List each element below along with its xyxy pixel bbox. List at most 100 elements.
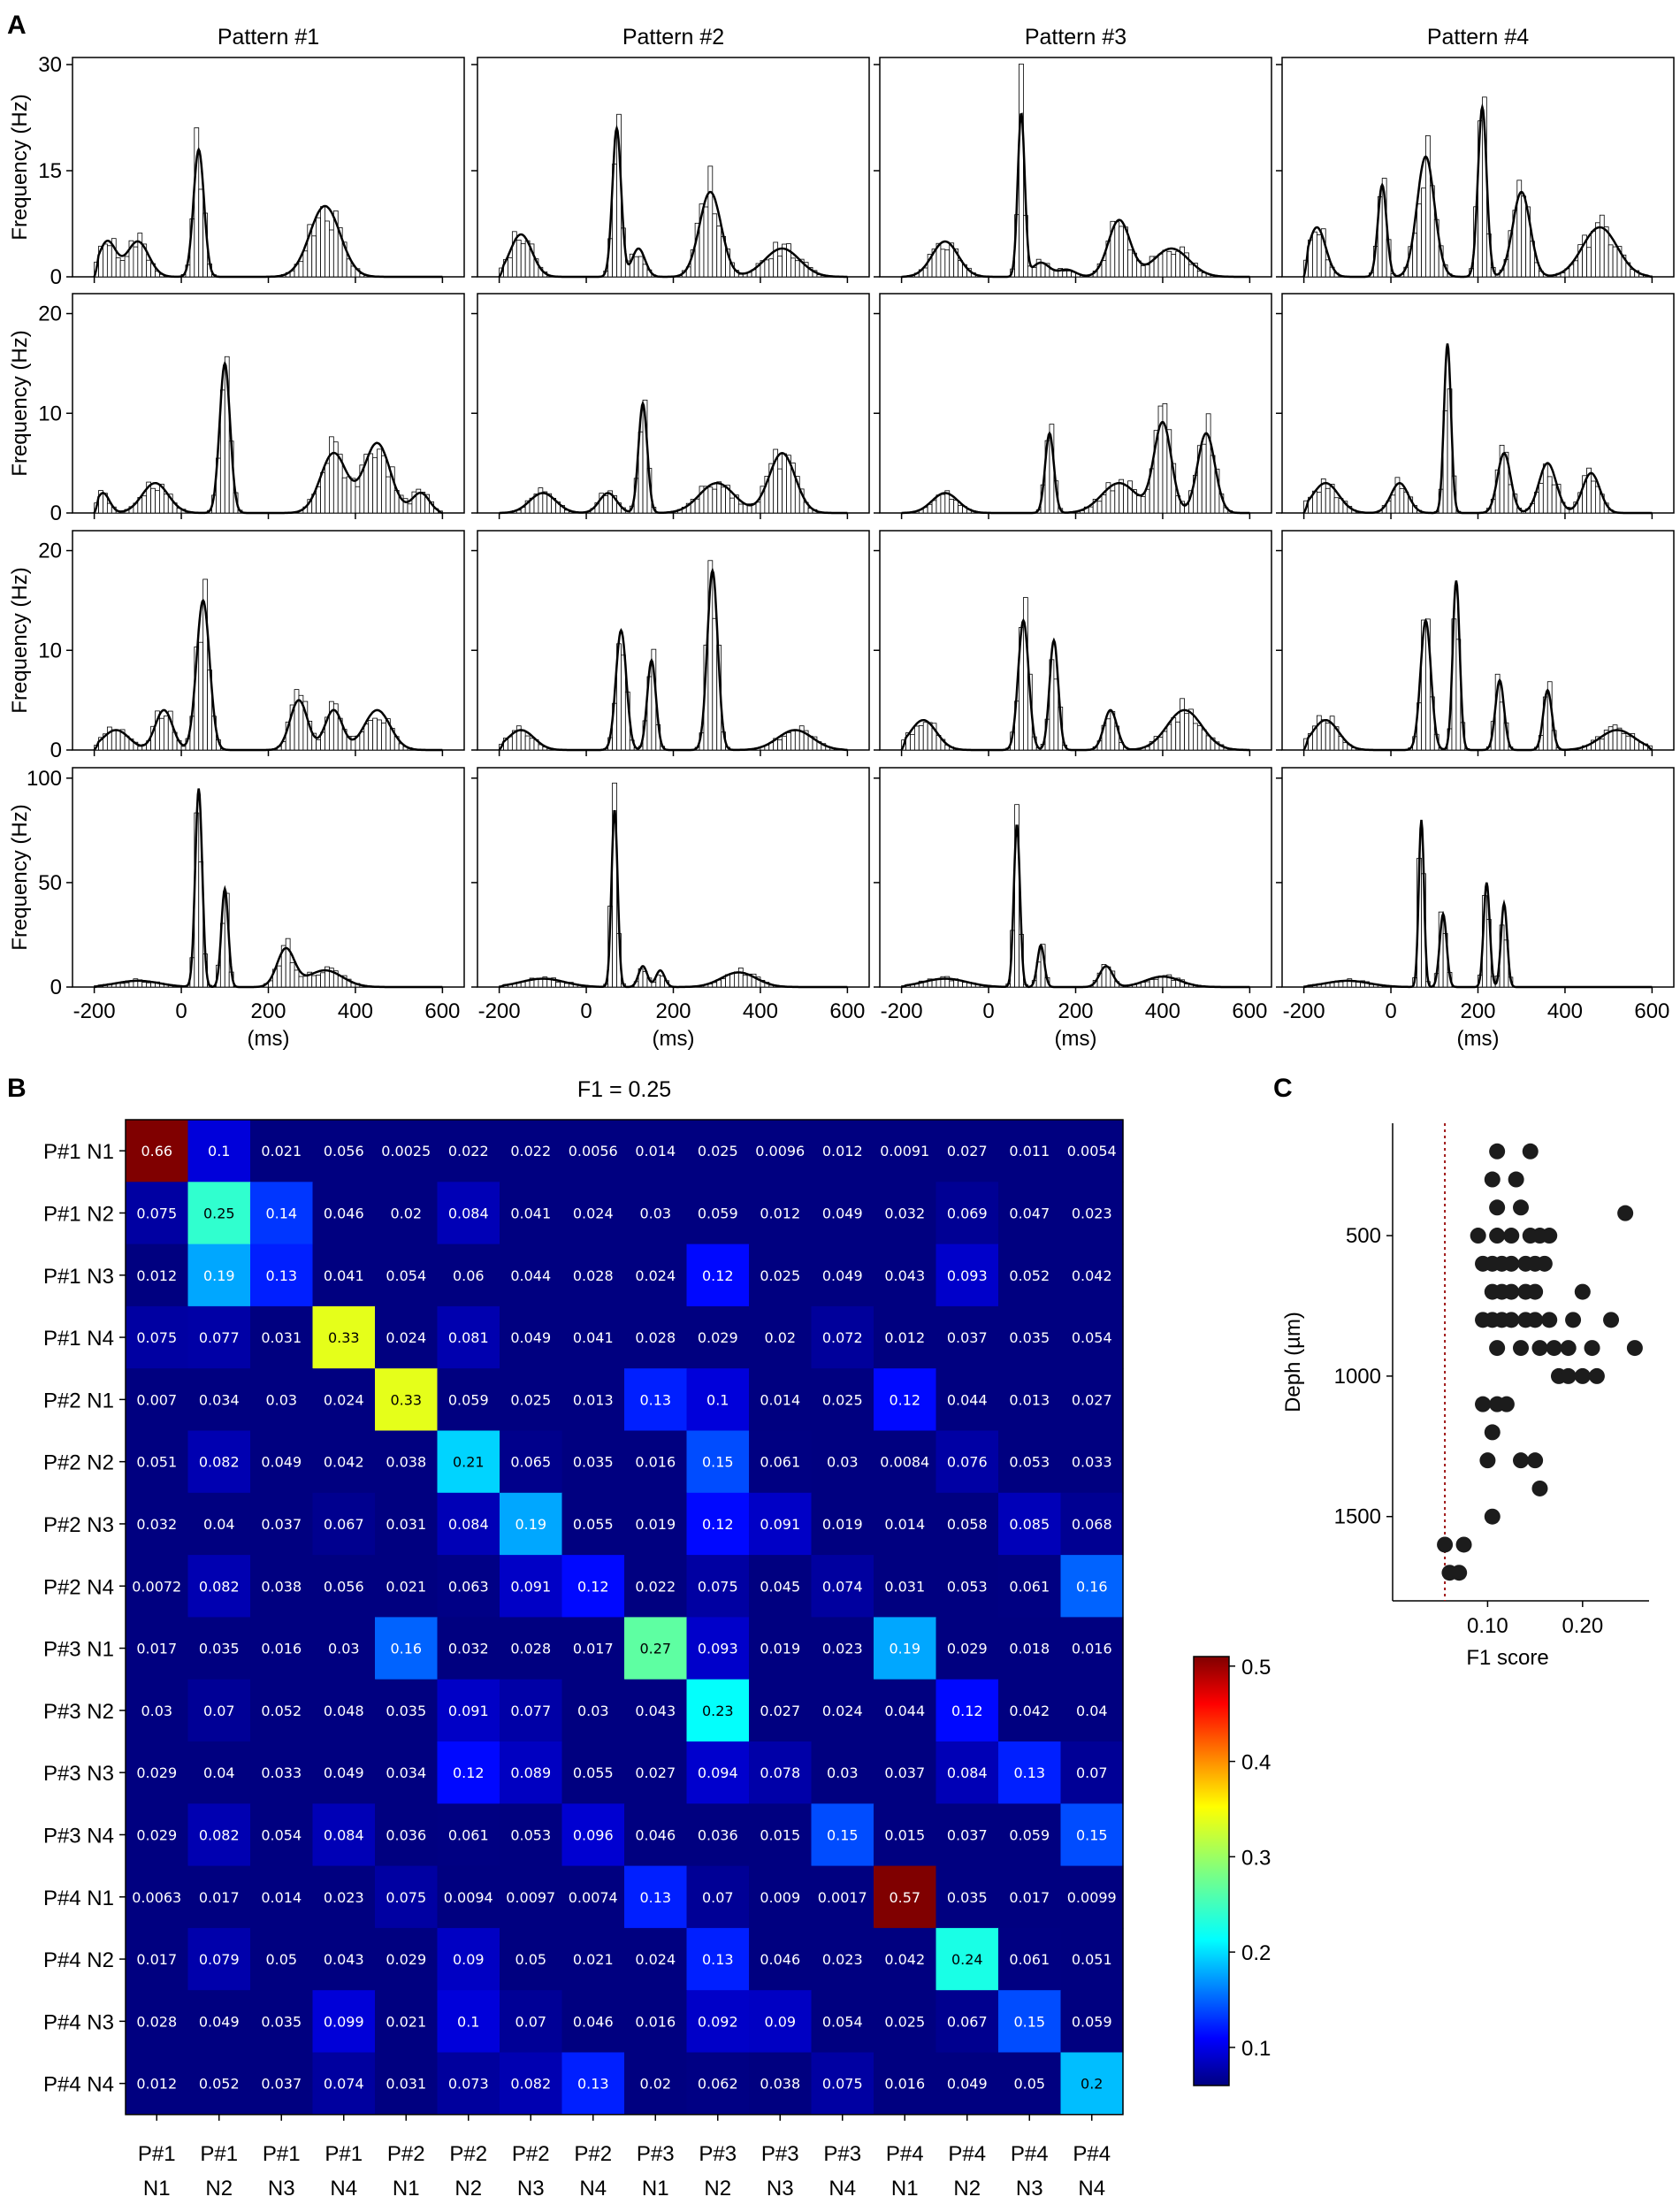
histogram-bar	[1591, 480, 1596, 514]
heatmap-cell	[375, 1679, 439, 1742]
histogram-bar	[285, 938, 291, 988]
cell-value: 0.12	[702, 1267, 734, 1284]
heatmap-cell	[1060, 1617, 1124, 1680]
histogram-bar	[1573, 260, 1579, 278]
col-label: N4	[1078, 2177, 1105, 2201]
histogram-bar	[533, 978, 539, 988]
histogram-bar	[1171, 254, 1177, 278]
scatter-point	[1479, 1452, 1496, 1469]
heatmap-title: F1 = 0.25	[577, 1077, 671, 1102]
heatmap-cell	[1060, 1305, 1124, 1369]
heatmap-cell	[1060, 1741, 1124, 1804]
histogram-bar	[320, 471, 325, 514]
cell-value: 0.047	[1009, 1205, 1050, 1221]
heatmap-cell	[998, 1305, 1062, 1369]
histogram-bar	[1534, 262, 1539, 278]
histogram-bar	[1595, 486, 1600, 514]
plot-frame	[477, 530, 870, 751]
histogram-bar	[910, 733, 915, 751]
cell-value: 0.03	[827, 1764, 859, 1781]
heatmap-cell	[437, 1927, 500, 1991]
histogram-bar	[1162, 249, 1168, 278]
histogram-bar	[325, 463, 330, 514]
scatter-point	[1437, 1536, 1454, 1553]
cell-value: 0.025	[822, 1391, 863, 1408]
histogram-bar	[1612, 724, 1618, 751]
heatmap-cell	[749, 1182, 813, 1245]
heatmap-cell	[500, 1305, 563, 1369]
col-label: N2	[454, 2177, 482, 2201]
cell-value: 0.045	[760, 1578, 800, 1595]
histogram-bar	[790, 731, 796, 751]
heatmap-cell	[500, 1182, 563, 1245]
histogram-bar	[1175, 721, 1181, 751]
histogram-bar	[633, 256, 639, 278]
x-tick-label: 600	[1634, 999, 1669, 1023]
histogram-bar	[1338, 981, 1344, 988]
heatmap-cell	[935, 2052, 999, 2116]
cell-value: 0.035	[386, 1703, 426, 1719]
heatmap-cell	[935, 1617, 999, 1680]
cell-value: 0.075	[698, 1578, 738, 1595]
cell-value: 0.025	[884, 2013, 925, 2030]
heatmap-cell	[1060, 1803, 1124, 1867]
heatmap-cell	[437, 1244, 500, 1307]
histogram-bar	[146, 982, 152, 988]
scatter-point	[1541, 1312, 1558, 1328]
histogram-bar	[167, 710, 173, 751]
x-axis-label: F1 score	[1466, 1646, 1548, 1670]
heatmap-cell	[935, 1182, 999, 1245]
heatmap-cell	[811, 1492, 874, 1556]
heatmap-cell	[312, 1120, 376, 1183]
histogram-bar	[311, 975, 317, 988]
histogram-bar	[940, 494, 946, 514]
cell-value: 0.13	[639, 1391, 671, 1408]
cell-value: 0.0054	[1067, 1143, 1117, 1160]
histogram-bar	[146, 259, 152, 278]
heatmap-cell	[686, 1865, 750, 1929]
histogram-bar	[918, 725, 924, 751]
heatmap-cell	[375, 1244, 439, 1307]
cell-value: 0.031	[884, 1578, 925, 1595]
heatmap-cell	[250, 1927, 314, 1991]
histogram-bar	[515, 240, 522, 278]
heatmap-cell	[935, 1990, 999, 2054]
heatmap-cell	[437, 1492, 500, 1556]
histogram-subplot: 0 10 20	[38, 293, 465, 525]
cell-value: 0.072	[822, 1329, 863, 1346]
heatmap-cell	[624, 1990, 688, 2054]
heatmap-cell	[312, 1430, 376, 1494]
cell-value: 0.049	[822, 1205, 863, 1221]
heatmap-cell	[312, 1492, 376, 1556]
cell-value: 0.1	[457, 2013, 479, 2030]
cell-value: 0.041	[510, 1205, 551, 1221]
heatmap-cell	[312, 1617, 376, 1680]
histogram-bar	[1325, 723, 1331, 751]
plot-frame	[1281, 767, 1675, 988]
cell-value: 0.019	[635, 1516, 676, 1533]
heatmap-cell	[749, 1492, 813, 1556]
heatmap-cell	[1060, 2052, 1124, 2116]
scatter-point	[1503, 1312, 1520, 1328]
histogram-bar	[372, 717, 378, 751]
heatmap-cell	[998, 1492, 1062, 1556]
heatmap-cell	[811, 1927, 874, 1991]
histogram-bar	[734, 971, 739, 988]
heatmap-cell	[686, 1368, 750, 1432]
histogram-bar	[1040, 262, 1046, 278]
cell-value: 0.015	[884, 1826, 925, 1843]
heatmap-cell	[126, 2052, 189, 2116]
histogram-bar	[1101, 260, 1107, 278]
heatmap-cell	[312, 1741, 376, 1804]
heatmap-cell	[500, 1368, 563, 1432]
heatmap-cell	[437, 1430, 500, 1494]
cell-value: 0.023	[822, 1951, 863, 1968]
heatmap-cell	[686, 1679, 750, 1742]
heatmap-cell	[749, 1803, 813, 1867]
y-tick-label: 1500	[1334, 1505, 1381, 1529]
heatmap-cell	[375, 1865, 439, 1929]
histogram-bar	[555, 981, 561, 988]
histogram-bar	[1193, 263, 1198, 278]
cell-value: 0.042	[1009, 1703, 1050, 1719]
heatmap-cell	[874, 1617, 937, 1680]
